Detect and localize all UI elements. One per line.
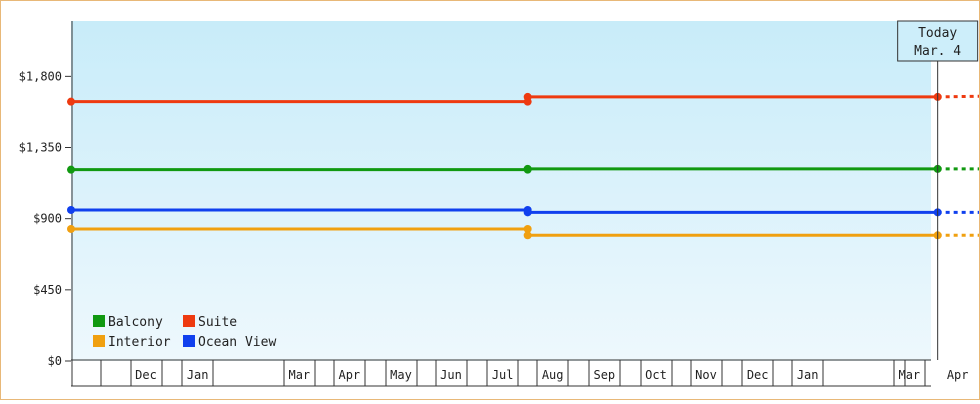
legend-label: Suite (198, 315, 237, 330)
x-tick-label: Jul (492, 368, 514, 382)
x-tick-label: Mar (288, 368, 310, 382)
x-tick-label: Apr (947, 368, 969, 382)
series-point (67, 165, 75, 174)
series-point (523, 231, 532, 240)
series-point (67, 97, 75, 106)
plot-background (71, 21, 931, 361)
series-point (523, 208, 532, 217)
y-tick-label: $0 (48, 354, 62, 368)
series-point (523, 92, 532, 101)
series-point (523, 224, 532, 233)
series-projection-line (937, 167, 980, 171)
legend-swatch (93, 315, 105, 327)
series-point (67, 224, 75, 233)
x-tick-label: Jun (440, 368, 462, 382)
x-tick-label: Aug (542, 368, 564, 382)
x-tick-label: Sep (593, 368, 615, 382)
legend-swatch (183, 315, 195, 327)
x-tick-label: Dec (135, 368, 157, 382)
series-point (523, 164, 532, 173)
x-tick-label: Jan (187, 368, 209, 382)
today-box (897, 20, 979, 62)
today-label: Today (918, 26, 957, 41)
legend-label: Balcony (108, 315, 163, 330)
x-tick-label: Dec (747, 368, 769, 382)
legend-label: Ocean View (198, 335, 276, 350)
legend-label: Interior (108, 335, 171, 350)
legend-swatch (183, 335, 195, 347)
y-tick-label: $900 (33, 212, 62, 226)
x-tick-label: Jan (797, 368, 819, 382)
y-tick-label: $1,800 (19, 69, 62, 83)
series-point (67, 205, 75, 214)
x-tick-label: Oct (645, 368, 667, 382)
y-tick-label: $450 (33, 283, 62, 297)
x-tick-label: Apr (338, 368, 360, 382)
y-tick-label: $1,350 (19, 141, 62, 155)
series-projection-line (937, 94, 980, 99)
legend-swatch (93, 335, 105, 347)
x-tick-label: Mar (898, 368, 920, 382)
x-tick-label: May (390, 368, 412, 382)
series-line (71, 167, 938, 172)
x-tick-label: Nov (695, 368, 717, 382)
today-date: Mar. 4 (914, 44, 961, 59)
